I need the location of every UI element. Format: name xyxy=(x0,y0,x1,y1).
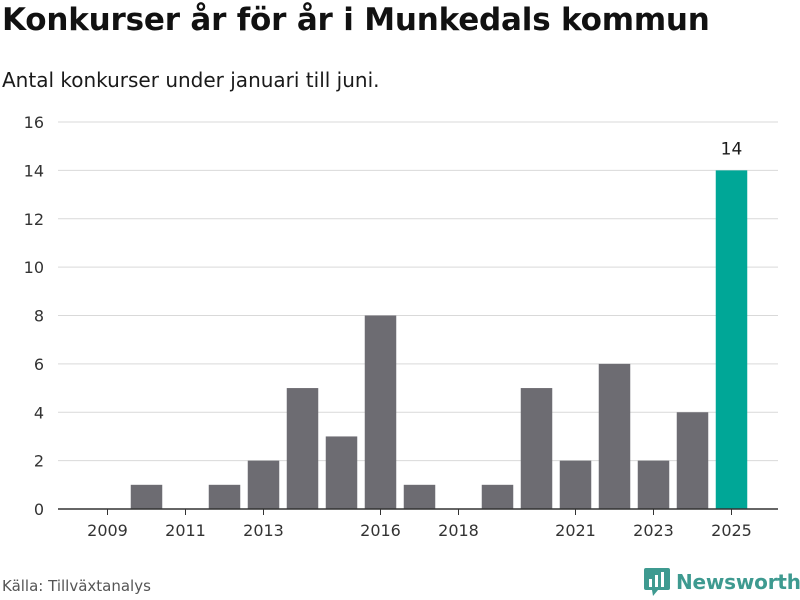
y-tick-label-16: 16 xyxy=(24,113,44,132)
source-note: Källa: Tillväxtanalys xyxy=(2,577,151,595)
bar-2025 xyxy=(715,170,748,510)
brand-name: Newsworthy xyxy=(676,570,800,594)
x-tick-label-2016: 2016 xyxy=(360,521,401,540)
x-axis-labels: 2009 2011 2013 2016 2018 2021 2023 2025 xyxy=(87,521,752,540)
x-tick-label-2023: 2023 xyxy=(633,521,674,540)
x-tick-label-2018: 2018 xyxy=(438,521,479,540)
bar-2012 xyxy=(208,484,241,509)
y-axis-labels: 0 2 4 6 8 10 12 14 16 xyxy=(24,113,44,519)
grid-lines xyxy=(58,121,778,462)
y-tick-label-10: 10 xyxy=(24,258,44,277)
x-tick-label-2009: 2009 xyxy=(87,521,128,540)
chart-subtitle: Antal konkurser under januari till juni. xyxy=(2,68,380,92)
bar-2024 xyxy=(676,412,709,509)
data-label-2025: 14 xyxy=(721,139,743,159)
x-tick-label-2013: 2013 xyxy=(243,521,284,540)
bar-2016 xyxy=(364,315,397,509)
bar-2021 xyxy=(559,460,592,510)
newsworthy-logo-icon xyxy=(644,568,670,596)
data-labels: 14 xyxy=(721,139,743,159)
y-tick-label-6: 6 xyxy=(34,355,44,374)
bar-2017 xyxy=(403,484,436,509)
y-tick-label-14: 14 xyxy=(24,161,44,180)
bar-2020 xyxy=(520,388,553,509)
bar-2014 xyxy=(286,388,319,509)
y-tick-label-2: 2 xyxy=(34,452,44,471)
y-tick-label-0: 0 xyxy=(34,500,44,519)
bar-2023 xyxy=(637,460,670,510)
bar-2022 xyxy=(598,363,631,510)
x-tick-label-2011: 2011 xyxy=(165,521,206,540)
x-tick-label-2025: 2025 xyxy=(711,521,752,540)
brand-logo: Newsworthy xyxy=(644,568,800,596)
x-axis xyxy=(58,508,778,515)
y-tick-label-4: 4 xyxy=(34,403,44,422)
bar-2013 xyxy=(247,460,280,510)
y-tick-label-8: 8 xyxy=(34,307,44,326)
bars xyxy=(130,170,748,510)
bar-2015 xyxy=(325,436,358,509)
y-tick-label-12: 12 xyxy=(24,210,44,229)
bar-2019 xyxy=(481,484,514,509)
chart-title: Konkurser år för år i Munkedals kommun xyxy=(2,2,710,38)
bar-2010 xyxy=(130,484,163,509)
x-tick-label-2021: 2021 xyxy=(555,521,596,540)
